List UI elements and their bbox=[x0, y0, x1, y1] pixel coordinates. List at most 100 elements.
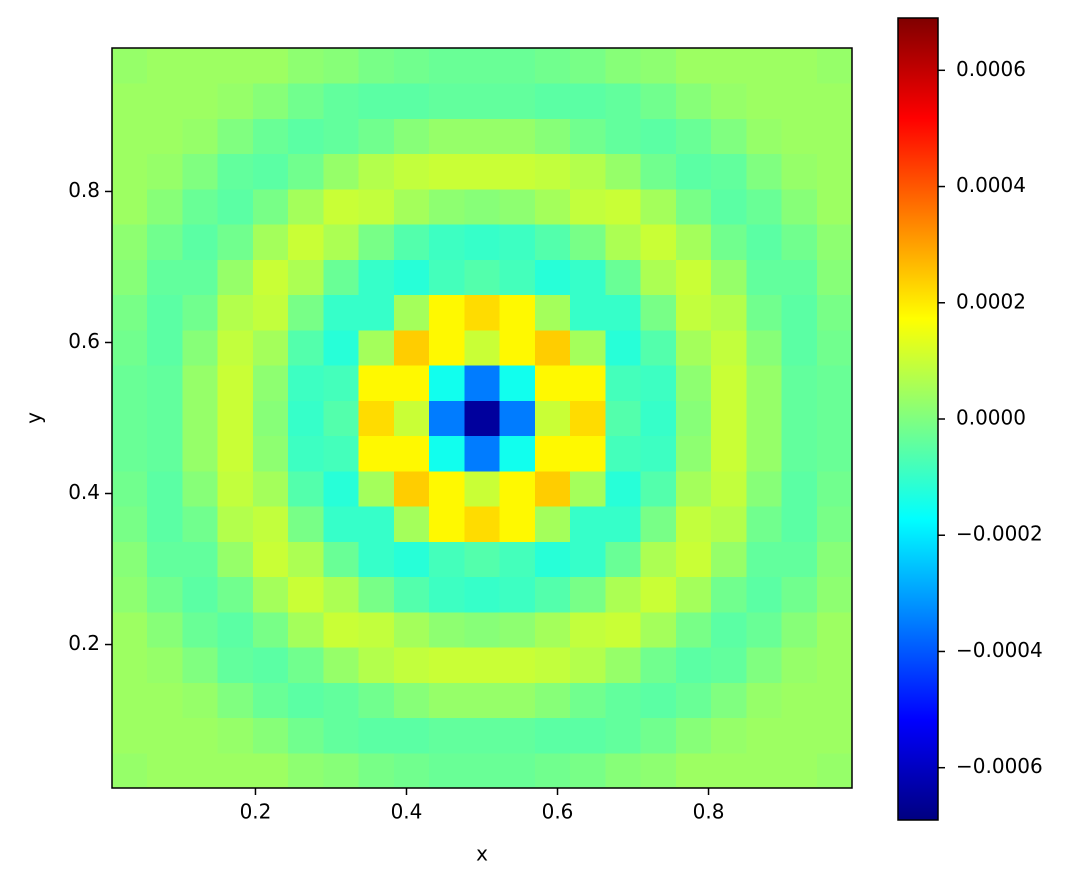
heatmap-cell bbox=[217, 259, 254, 296]
heatmap-cell bbox=[112, 224, 148, 260]
heatmap-cell bbox=[323, 224, 360, 260]
heatmap-cell bbox=[182, 329, 219, 366]
heatmap-cell bbox=[217, 470, 254, 507]
heatmap-cell bbox=[252, 329, 289, 366]
heatmap-cell bbox=[288, 48, 324, 84]
x-tick-label: 0.2 bbox=[240, 800, 272, 824]
heatmap-cell bbox=[393, 48, 430, 84]
heatmap-cell bbox=[429, 682, 465, 719]
heatmap-cell bbox=[429, 400, 465, 437]
heatmap-cell bbox=[358, 752, 395, 789]
heatmap-cell bbox=[605, 188, 642, 225]
heatmap-cell bbox=[746, 435, 783, 472]
y-tick-label: 0.2 bbox=[68, 631, 100, 655]
heatmap-cell bbox=[182, 224, 219, 260]
heatmap-cell bbox=[499, 153, 536, 190]
heatmap-cell bbox=[323, 435, 360, 472]
heatmap-cell bbox=[323, 647, 360, 683]
heatmap-cell bbox=[288, 294, 324, 331]
heatmap-cell bbox=[182, 506, 219, 542]
heatmap-cell bbox=[323, 153, 360, 190]
heatmap-cell bbox=[711, 717, 747, 754]
heatmap-cell bbox=[464, 294, 501, 331]
heatmap-cell bbox=[464, 329, 501, 366]
heatmap-cell bbox=[534, 506, 571, 542]
heatmap-cell bbox=[570, 48, 606, 84]
heatmap-cell bbox=[112, 83, 148, 119]
heatmap-cell bbox=[393, 153, 430, 190]
heatmap-cell bbox=[781, 435, 818, 472]
heatmap-cell bbox=[534, 294, 571, 331]
heatmap-cell bbox=[252, 224, 289, 260]
colorbar-tick-label: 0.0002 bbox=[956, 289, 1026, 313]
heatmap-cell bbox=[429, 506, 465, 542]
heatmap-cell bbox=[816, 470, 853, 507]
heatmap-cell bbox=[288, 470, 324, 507]
heatmap-cell bbox=[112, 470, 148, 507]
heatmap-cell bbox=[358, 48, 395, 84]
heatmap-cell bbox=[640, 224, 677, 260]
heatmap-cell bbox=[605, 541, 642, 578]
heatmap-cell bbox=[711, 188, 747, 225]
heatmap-cell bbox=[675, 118, 712, 155]
heatmap-cell bbox=[182, 365, 219, 401]
heatmap-cell bbox=[217, 717, 254, 754]
heatmap-cell bbox=[288, 682, 324, 719]
heatmap-cell bbox=[711, 329, 747, 366]
heatmap-cell bbox=[605, 435, 642, 472]
heatmap-cell bbox=[746, 365, 783, 401]
heatmap-cell bbox=[217, 365, 254, 401]
heatmap-cell bbox=[182, 259, 219, 296]
heatmap-cell bbox=[640, 294, 677, 331]
heatmap-cell bbox=[323, 752, 360, 789]
heatmap-cell bbox=[570, 682, 606, 719]
heatmap-cell bbox=[534, 329, 571, 366]
heatmap-cell bbox=[217, 611, 254, 648]
heatmap-cell bbox=[675, 259, 712, 296]
colorbar-tick-label: −0.0006 bbox=[956, 754, 1043, 778]
heatmap-cell bbox=[288, 611, 324, 648]
heatmap-cell bbox=[429, 752, 465, 789]
heatmap-cell bbox=[323, 470, 360, 507]
heatmap-cell bbox=[746, 752, 783, 789]
heatmap-cell bbox=[711, 365, 747, 401]
heatmap-cell bbox=[147, 611, 183, 648]
heatmap-cell bbox=[429, 48, 465, 84]
heatmap-cell bbox=[217, 400, 254, 437]
heatmap-cell bbox=[393, 435, 430, 472]
heatmap-cell bbox=[499, 752, 536, 789]
heatmap-cell bbox=[781, 329, 818, 366]
heatmap-cell bbox=[464, 224, 501, 260]
heatmap-cell bbox=[147, 188, 183, 225]
heatmap-cell bbox=[112, 259, 148, 296]
heatmap-cell bbox=[217, 329, 254, 366]
heatmap-cell bbox=[499, 83, 536, 119]
heatmap-cell bbox=[746, 576, 783, 613]
heatmap-cell bbox=[358, 153, 395, 190]
heatmap-cell bbox=[464, 83, 501, 119]
heatmap-cell bbox=[570, 576, 606, 613]
heatmap-cell bbox=[711, 224, 747, 260]
heatmap-cell bbox=[816, 647, 853, 683]
heatmap-cell bbox=[358, 118, 395, 155]
heatmap-cell bbox=[393, 470, 430, 507]
heatmap-cell bbox=[746, 611, 783, 648]
heatmap-cell bbox=[746, 294, 783, 331]
heatmap-cell bbox=[429, 435, 465, 472]
heatmap-cell bbox=[499, 611, 536, 648]
heatmap-cell bbox=[605, 153, 642, 190]
heatmap-cell bbox=[499, 259, 536, 296]
heatmap-cell bbox=[464, 576, 501, 613]
heatmap-cell bbox=[781, 400, 818, 437]
heatmap-cell bbox=[147, 118, 183, 155]
heatmap-cell bbox=[534, 400, 571, 437]
colorbar-tick-label: 0.0006 bbox=[956, 57, 1026, 81]
heatmap-cell bbox=[147, 259, 183, 296]
heatmap-cell bbox=[781, 48, 818, 84]
heatmap-cell bbox=[816, 329, 853, 366]
heatmap-cell bbox=[781, 576, 818, 613]
heatmap-cell bbox=[534, 153, 571, 190]
heatmap-cell bbox=[323, 541, 360, 578]
heatmap-cell bbox=[429, 153, 465, 190]
y-tick-label: 0.8 bbox=[68, 178, 100, 202]
